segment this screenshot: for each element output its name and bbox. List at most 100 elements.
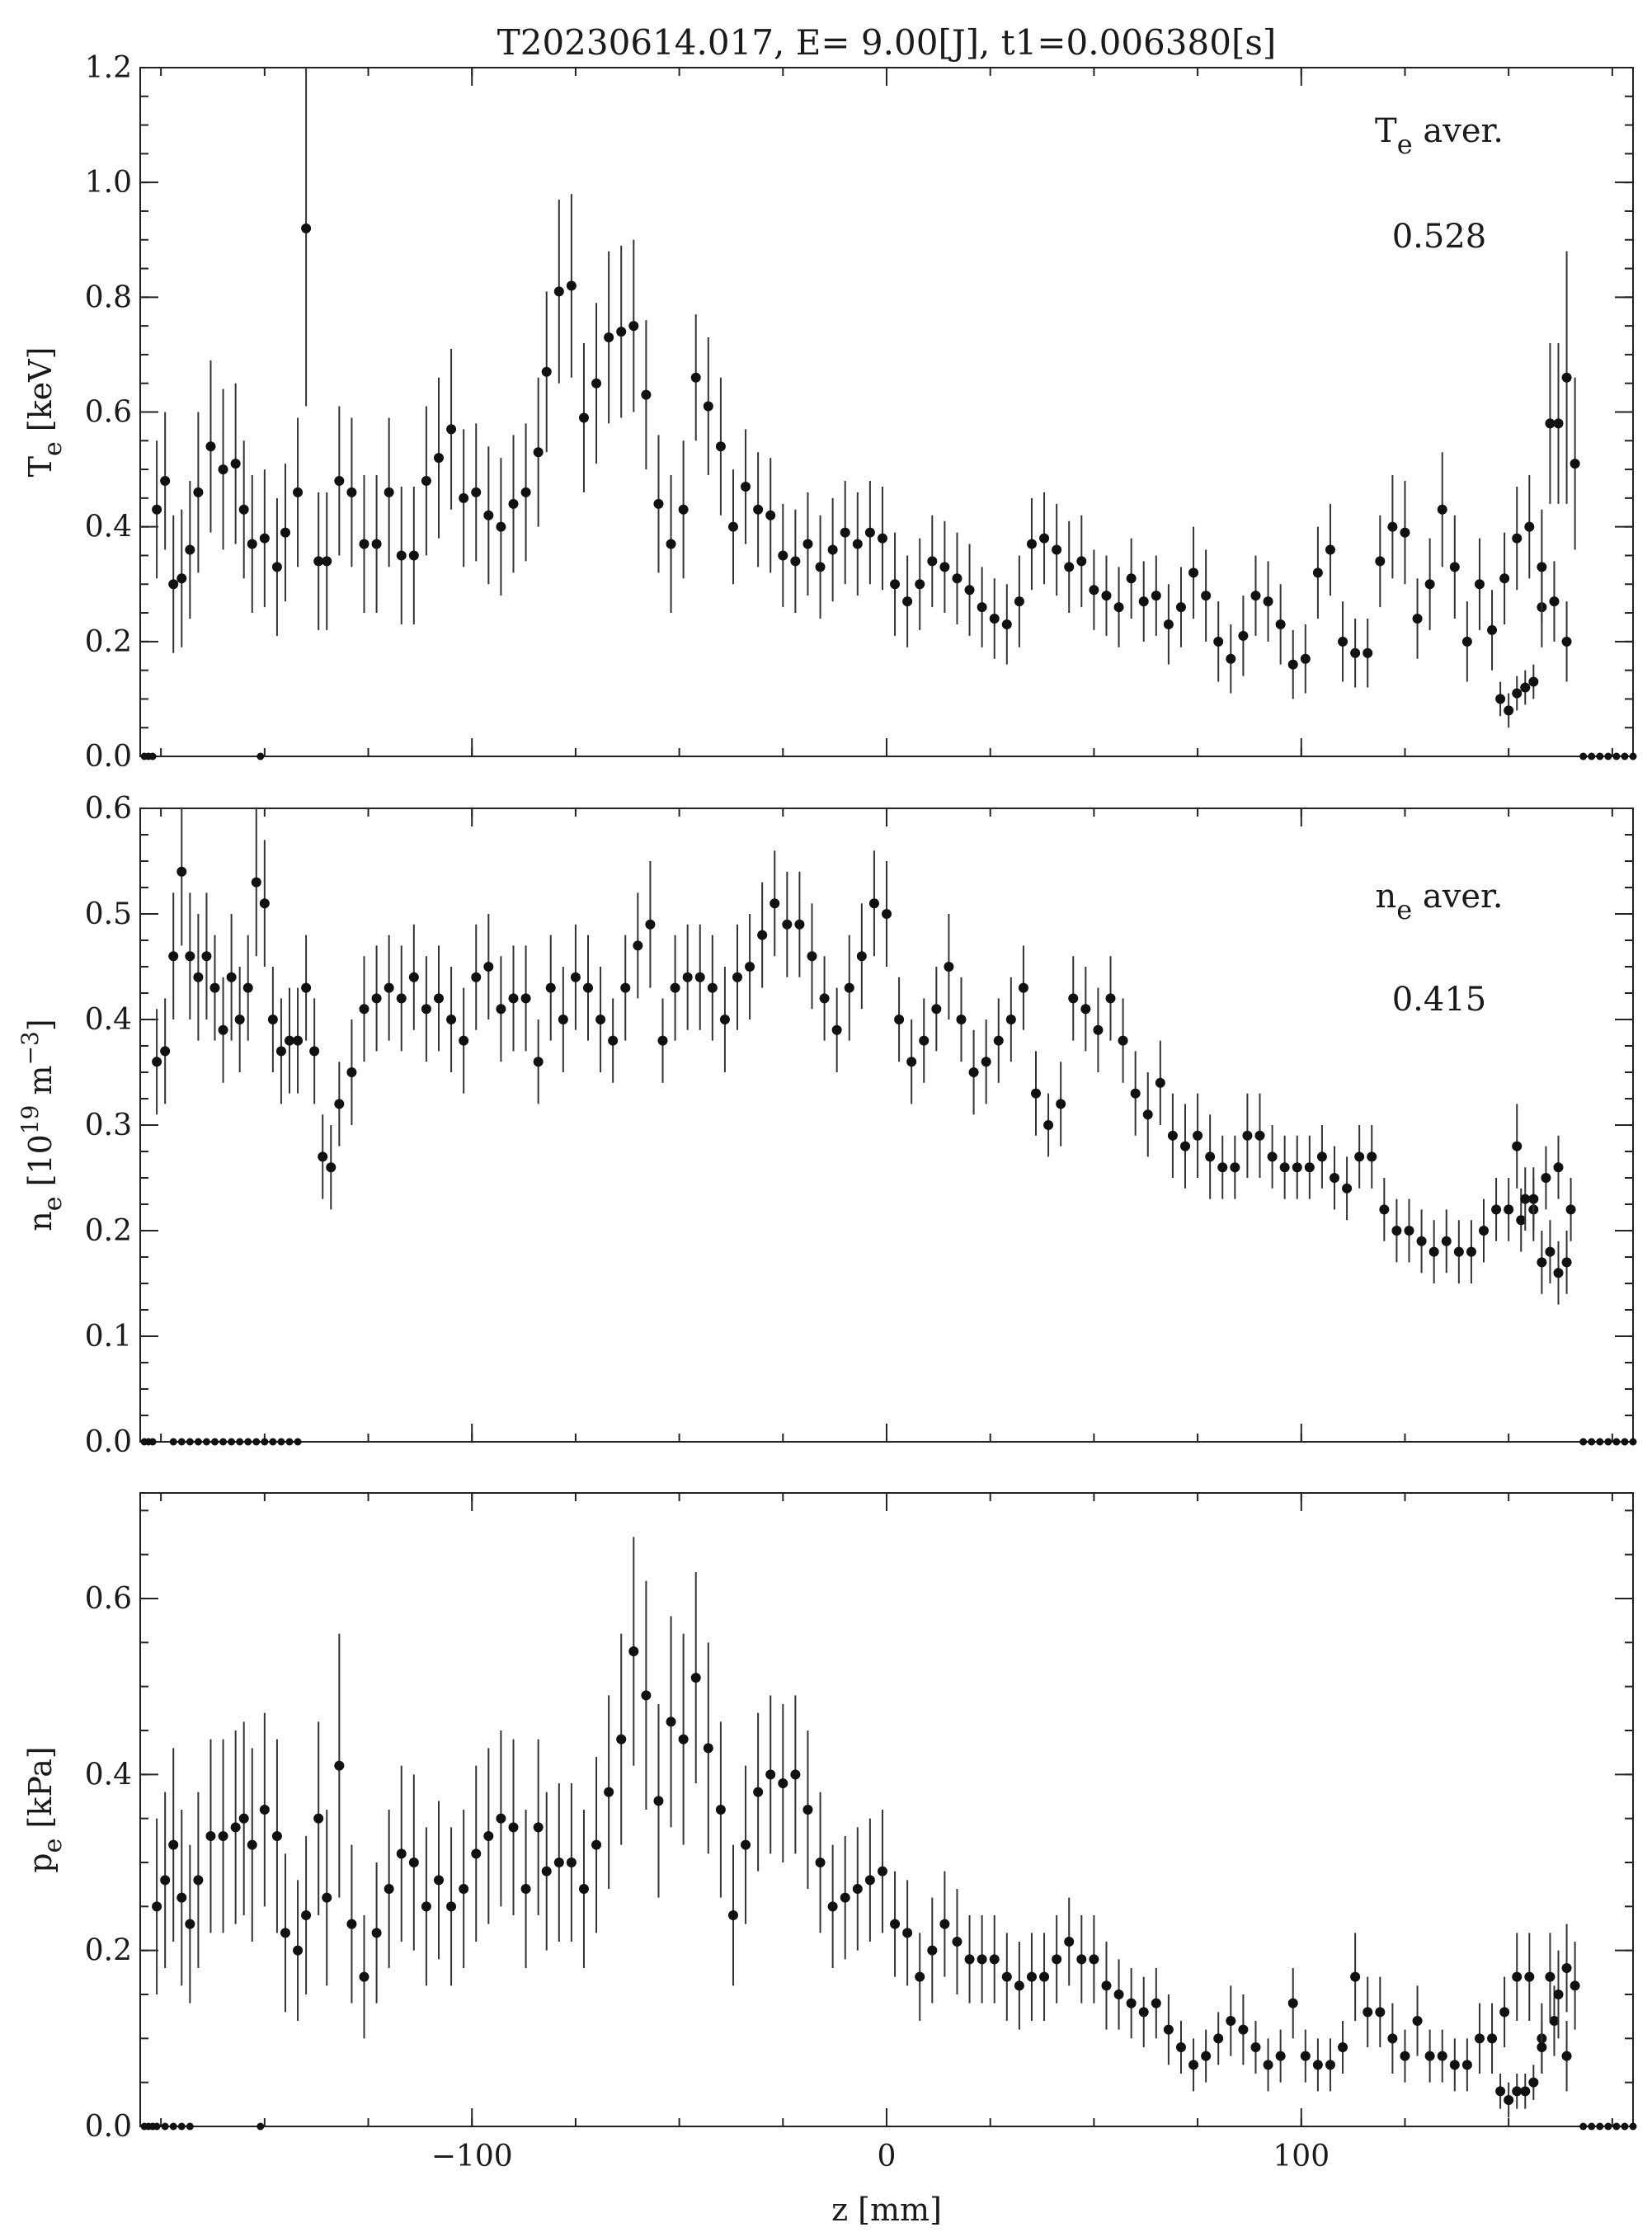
- data-point: [1052, 544, 1062, 555]
- figure-title: T20230614.017, E= 9.00[J], t1=0.006380[s…: [497, 22, 1277, 63]
- data-point: [715, 1805, 726, 1815]
- zero-point: [269, 1438, 277, 1446]
- data-point: [741, 1839, 751, 1850]
- data-point: [765, 1769, 776, 1780]
- zero-point: [1604, 752, 1612, 760]
- data-point: [193, 487, 204, 497]
- data-point: [230, 1822, 241, 1833]
- data-point: [1424, 579, 1435, 590]
- data-point: [778, 550, 788, 561]
- data-point: [446, 424, 457, 435]
- y-axis-label: ne [1019 m−3]: [16, 1019, 68, 1231]
- data-point: [1561, 1963, 1572, 1973]
- x-tick-label: 0: [878, 2140, 897, 2173]
- data-point: [259, 533, 270, 544]
- data-point: [267, 1015, 278, 1024]
- data-point: [1461, 2060, 1472, 2070]
- data-point: [408, 1858, 419, 1867]
- data-point: [977, 602, 987, 613]
- data-point: [346, 487, 357, 497]
- data-point: [827, 544, 838, 555]
- data-point: [1201, 2051, 1212, 2061]
- data-point: [313, 1813, 324, 1824]
- data-point: [1541, 1173, 1551, 1183]
- data-point: [566, 280, 577, 291]
- data-point: [1537, 2042, 1547, 2052]
- data-point: [371, 1928, 382, 1938]
- data-point: [238, 1813, 249, 1824]
- data-point: [396, 993, 407, 1004]
- zero-point: [1588, 752, 1596, 760]
- data-point: [384, 487, 394, 497]
- data-point: [408, 550, 419, 561]
- data-point: [877, 1866, 887, 1876]
- average-label: Te aver.: [1375, 112, 1504, 160]
- data-point: [595, 1015, 606, 1024]
- data-point: [952, 1937, 962, 1947]
- data-point: [359, 1004, 369, 1015]
- data-point: [1400, 2051, 1410, 2061]
- zero-point: [169, 1438, 177, 1446]
- zero-point: [211, 1438, 219, 1446]
- data-point: [434, 453, 444, 464]
- x-tick-label: 100: [1273, 2140, 1330, 2173]
- data-point: [1561, 1257, 1572, 1268]
- data-point: [1479, 1226, 1489, 1236]
- data-point: [1163, 2024, 1174, 2035]
- data-point: [421, 1901, 431, 1912]
- data-point: [770, 898, 780, 909]
- data-point: [359, 1971, 369, 1982]
- data-point: [1545, 1246, 1556, 1257]
- data-point: [520, 993, 531, 1004]
- zero-point: [236, 1438, 244, 1446]
- data-point: [864, 527, 875, 538]
- data-point: [678, 1734, 689, 1745]
- data-point: [1167, 1130, 1178, 1141]
- data-point: [1052, 1954, 1062, 1965]
- data-point: [802, 1805, 813, 1815]
- data-point: [471, 1848, 482, 1859]
- data-point: [1512, 688, 1523, 699]
- data-point: [604, 332, 614, 343]
- data-point: [1516, 1215, 1527, 1226]
- x-axis-label: z [mm]: [831, 2192, 942, 2228]
- zero-point: [177, 1438, 186, 1446]
- data-point: [1001, 1971, 1012, 1982]
- zero-point: [228, 1438, 236, 1446]
- data-point: [566, 1858, 577, 1867]
- data-point: [1142, 1109, 1153, 1120]
- data-point: [719, 1015, 730, 1024]
- data-point: [322, 556, 332, 567]
- data-point: [1545, 418, 1556, 429]
- data-point: [608, 1035, 619, 1046]
- data-point: [285, 1035, 294, 1046]
- data-point: [334, 476, 345, 486]
- data-point: [1080, 1004, 1091, 1015]
- zero-point: [186, 2122, 194, 2131]
- data-point: [1495, 2086, 1506, 2097]
- data-point: [852, 539, 863, 549]
- data-point: [1495, 694, 1506, 704]
- data-point: [1466, 1246, 1476, 1257]
- data-point: [1487, 2033, 1498, 2044]
- data-point: [508, 1822, 519, 1833]
- data-point: [1101, 1980, 1112, 1991]
- data-point: [396, 1848, 407, 1859]
- data-point: [1412, 2016, 1423, 2026]
- data-point: [939, 562, 950, 572]
- data-point: [459, 1884, 469, 1894]
- data-point: [271, 562, 282, 572]
- y-tick-label: 0.0: [85, 740, 132, 774]
- data-point: [807, 951, 817, 962]
- data-point: [915, 579, 925, 590]
- data-point: [1151, 1998, 1161, 2008]
- data-point: [280, 527, 290, 538]
- data-point: [209, 982, 220, 993]
- data-point: [193, 1875, 204, 1886]
- data-point: [185, 1919, 195, 1929]
- data-point: [1226, 2016, 1236, 2026]
- panel-electron-temperature: 0.0 0.2 0.4 0.6 0.8 1.0 1.2 Te [keV] Te aver. 0.5…: [22, 51, 1637, 774]
- data-point: [790, 556, 801, 567]
- data-point: [628, 321, 639, 332]
